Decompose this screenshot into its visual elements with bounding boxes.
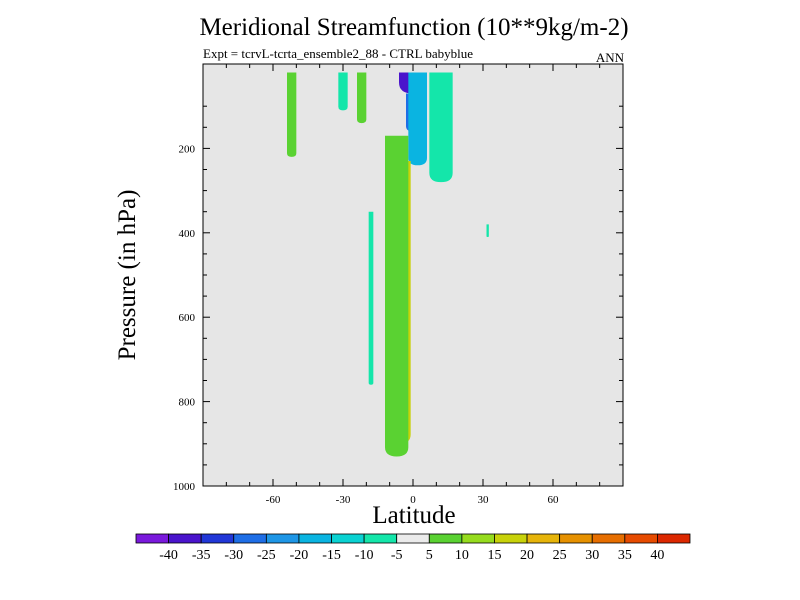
colorbar-swatch [624,533,658,544]
colorbar-label: 20 [520,548,534,563]
field-feature-6 [385,135,409,457]
colorbar-label: -10 [355,548,374,563]
field-feature-7 [287,72,297,157]
colorbar-label: 15 [487,548,501,563]
y-tick-label: 1000 [173,481,196,493]
x-tick-label: 30 [478,494,490,506]
colorbar-label: 35 [618,548,632,563]
colorbar-label: -15 [322,548,341,563]
colorbar-label: -35 [192,548,211,563]
colorbar-label: 10 [455,548,469,563]
x-tick-label: 60 [548,494,560,506]
x-tick-label: -60 [266,494,281,506]
colorbar-swatch [591,533,626,544]
colorbar-swatch [331,533,365,544]
chart-title: Meridional Streamfunction (10**9kg/m-2) [199,14,629,41]
colorbar-label: -30 [224,548,243,563]
field-feature-3 [429,72,453,183]
colorbar-label: 30 [585,548,599,563]
colorbar-label: 40 [650,548,664,563]
colorbar-swatch [233,533,267,544]
y-tick-label: 400 [179,228,196,240]
colorbar-swatch [494,533,528,544]
colorbar-swatch [526,533,561,544]
field-feature-10 [368,211,374,385]
colorbar-label: -20 [290,548,309,563]
colorbar-swatch [461,533,495,544]
colorbar-label: 5 [426,548,433,563]
y-tick-label: 600 [179,312,196,324]
colorbar-label: 25 [553,548,567,563]
field-feature-2 [408,72,427,166]
colorbar-swatch [298,533,332,544]
x-axis-label: Latitude [372,502,456,529]
y-tick-label: 200 [179,143,196,155]
x-tick-label: 0 [410,494,416,506]
colorbar-label: -40 [159,548,178,563]
y-tick-label: 800 [179,397,196,409]
colorbar-swatch [559,533,593,544]
chart-subtitle: Expt = tcrvL-tcrta_ensemble2_88 - CTRL b… [203,46,474,61]
field-feature-8 [357,72,367,124]
colorbar-swatch [168,533,202,544]
colorbar-swatch [265,533,300,544]
season-label: ANN [595,50,624,65]
colorbar-swatch [200,533,235,544]
x-tick-label: -30 [336,494,351,506]
colorbar-label: -25 [257,548,276,563]
colorbar: -40 -35 -30 -25 -20 -15 -10 -5 5 10 15 20 25 30 35 40 [135,533,691,563]
colorbar-swatch [135,533,169,544]
colorbar-swatch [657,533,691,544]
field-feature-9 [338,72,348,111]
axis-ticks: -60 -30 0 30 60 200 400 600 800 1000 [173,64,623,506]
contour-field [287,72,489,457]
colorbar-swatch [363,533,398,544]
colorbar-swatch [396,533,430,544]
colorbar-swatch [428,533,463,544]
colorbar-label: -5 [391,548,403,563]
field-feature-11 [486,224,489,238]
